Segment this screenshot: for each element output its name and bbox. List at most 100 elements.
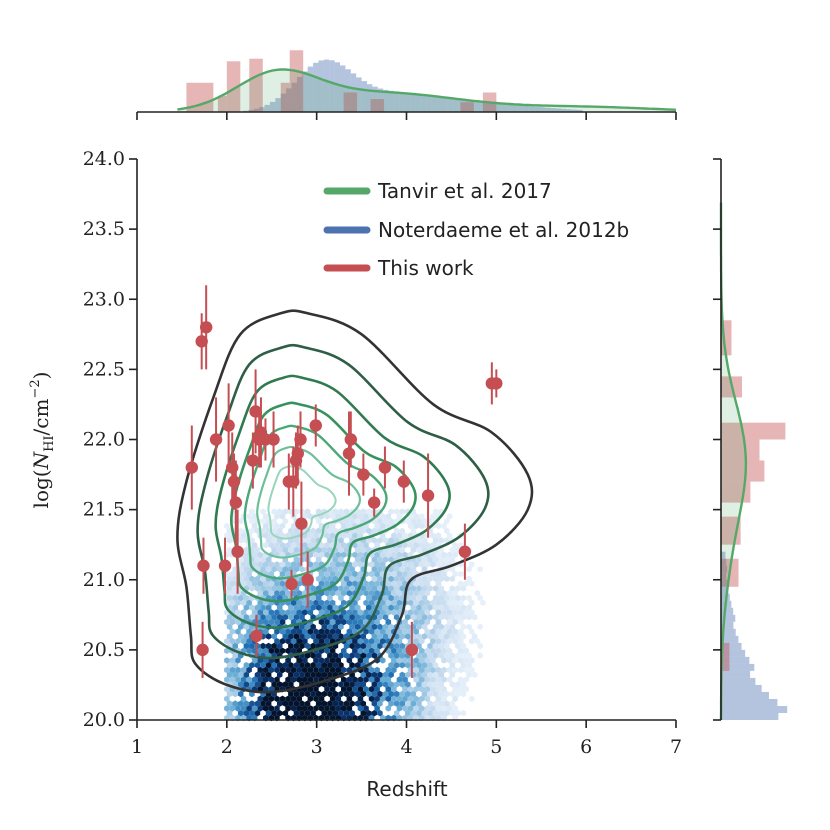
hexbin-cell bbox=[380, 657, 386, 664]
hexbin-cell bbox=[421, 537, 428, 544]
hexbin-cell bbox=[282, 662, 289, 669]
hexbin-cell bbox=[396, 657, 403, 664]
hexbin-cell bbox=[293, 527, 300, 534]
hexbin-cell bbox=[357, 695, 364, 702]
hexbin-cell bbox=[380, 522, 386, 530]
hexbin-cell bbox=[238, 633, 244, 640]
hexbin-cell bbox=[377, 566, 383, 573]
hexbin-cell bbox=[338, 652, 344, 659]
right-hist-bar-noterdaeme bbox=[721, 628, 736, 636]
hexbin-cell bbox=[391, 695, 397, 702]
hexbin-cell bbox=[360, 508, 366, 515]
hexbin-cell bbox=[457, 570, 464, 578]
hexbin-cell bbox=[435, 695, 442, 702]
hexbin-cell bbox=[265, 642, 272, 650]
hexbin-cell bbox=[321, 623, 327, 630]
hexbin-cell bbox=[418, 580, 425, 587]
hexbin-cell bbox=[338, 537, 344, 544]
hexbin-cell bbox=[288, 642, 294, 650]
hexbin-cell bbox=[260, 681, 266, 688]
hexbin-cell bbox=[249, 614, 255, 621]
hexbin-cell bbox=[249, 508, 255, 515]
hexbin-cell bbox=[380, 513, 386, 520]
top-hist-bar-noterdaeme bbox=[291, 82, 297, 112]
hexbin-cell bbox=[246, 676, 252, 683]
hexbin-cell bbox=[260, 662, 266, 669]
hexbin-cell bbox=[354, 604, 361, 611]
hexbin-cell bbox=[268, 609, 275, 616]
hexbin-cell bbox=[430, 628, 436, 635]
hexbin-cell bbox=[332, 556, 339, 563]
hexbin-cell bbox=[424, 590, 431, 597]
hexbin-cell bbox=[399, 681, 405, 688]
hexbin-cell bbox=[413, 686, 419, 693]
hexbin-cell bbox=[226, 671, 233, 678]
hexbin-cell bbox=[240, 705, 247, 712]
hexbin-cell bbox=[432, 585, 439, 592]
hexbin-cell bbox=[279, 609, 286, 616]
right-hist-bar-noterdaeme bbox=[721, 565, 728, 573]
data-point bbox=[357, 468, 370, 481]
hexbin-cell bbox=[446, 647, 453, 654]
hexbin-cell bbox=[224, 676, 230, 683]
hexbin-cell bbox=[352, 609, 358, 616]
hexbin-cell bbox=[441, 561, 447, 568]
right-hist-bar-noterdaeme bbox=[721, 586, 729, 594]
hexbin-cell bbox=[274, 695, 280, 702]
hexbin-cell bbox=[393, 594, 400, 602]
hexbin-cell bbox=[371, 585, 378, 592]
hexbin-cell bbox=[407, 695, 414, 702]
hexbin-cell bbox=[343, 700, 350, 707]
hexbin-cell bbox=[271, 537, 277, 544]
hexbin-cell bbox=[324, 580, 330, 587]
hexbin-cell bbox=[324, 628, 330, 635]
hexbin-cell bbox=[427, 690, 433, 698]
data-point bbox=[309, 419, 322, 432]
hexbin-cell bbox=[446, 590, 453, 597]
hexbin-cell bbox=[354, 690, 361, 698]
hexbin-cell bbox=[391, 551, 397, 558]
hexbin-cell bbox=[444, 594, 450, 602]
hexbin-cell bbox=[460, 690, 467, 698]
hexbin-cell bbox=[371, 537, 378, 544]
hexbin-cell bbox=[296, 705, 302, 712]
hexbin-cell bbox=[460, 681, 467, 688]
hexbin-cell bbox=[296, 599, 302, 606]
hexbin-cell bbox=[293, 508, 300, 515]
top-hist-bar-noterdaeme bbox=[561, 108, 567, 112]
hexbin-cell bbox=[243, 662, 250, 669]
hexbin-cell bbox=[315, 585, 322, 592]
hexbin-cell bbox=[393, 652, 400, 659]
hexbin-cell bbox=[388, 537, 394, 544]
hexbin-cell bbox=[377, 518, 383, 525]
hexbin-cell bbox=[399, 566, 405, 573]
hexbin-cell bbox=[430, 666, 436, 674]
hexbin-cell bbox=[371, 681, 378, 688]
hexbin-cell bbox=[341, 599, 347, 606]
hexbin-cell bbox=[310, 594, 316, 602]
hexbin-cell bbox=[438, 614, 444, 621]
hexbin-cell bbox=[274, 609, 280, 616]
hexbin-cell bbox=[257, 551, 263, 558]
hexbin-cell bbox=[444, 690, 450, 698]
top-hist-bar-this-work bbox=[460, 102, 474, 112]
data-point bbox=[227, 475, 241, 488]
hexbin-cell bbox=[480, 599, 486, 606]
hexbin-cell bbox=[290, 618, 297, 626]
x-tick-label: 2 bbox=[221, 736, 233, 758]
hexbin-cell bbox=[232, 566, 238, 573]
hexbin-cell bbox=[368, 647, 375, 654]
hexbin-cell bbox=[385, 666, 392, 674]
hexbin-cell bbox=[274, 618, 280, 626]
hexbin-cell bbox=[327, 662, 333, 669]
hexbin-cell bbox=[424, 705, 431, 712]
hexbin-cell bbox=[257, 705, 263, 712]
hexbin-cell bbox=[427, 614, 433, 621]
hexbin-cell bbox=[268, 561, 275, 568]
hexbin-cell bbox=[474, 638, 481, 645]
hexbin-cell bbox=[271, 710, 277, 717]
hexbin-cell bbox=[238, 518, 244, 525]
hexbin-cell bbox=[469, 695, 475, 702]
hexbin-cell bbox=[374, 580, 380, 587]
hexbin-cell bbox=[335, 628, 341, 635]
